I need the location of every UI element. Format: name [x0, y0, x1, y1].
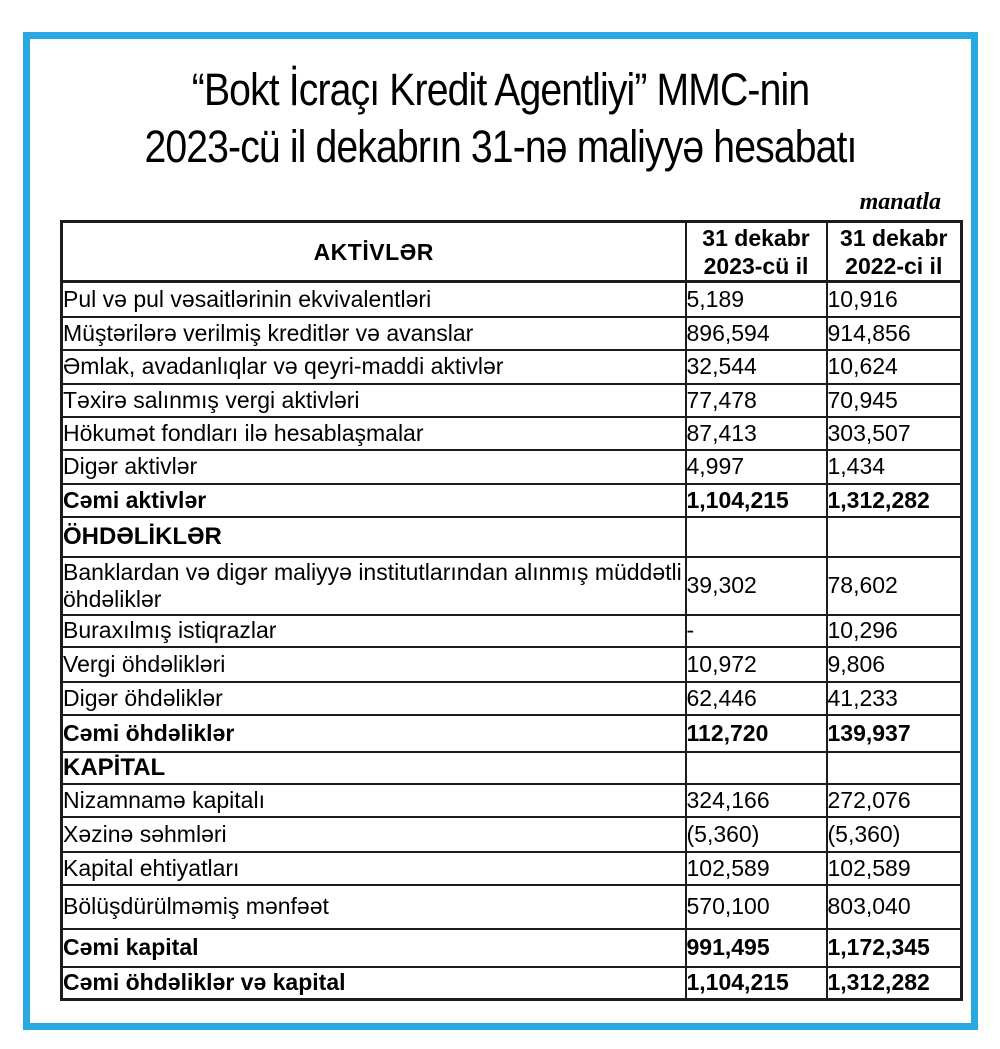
table-row: Müştərilərə verilmiş kreditlər və avansl… — [60, 315, 963, 351]
value-2023-cell: - — [684, 613, 828, 648]
value-2023-cell: 5,189 — [684, 280, 828, 318]
table-row: Digər öhdəliklər 62,446 41,233 — [60, 680, 963, 716]
table-row: Vergi öhdəlikləri 10,972 9,806 — [60, 645, 963, 683]
row-label: Cəmi aktivlər — [60, 482, 687, 518]
row-label: Pul və pul vəsaitlərinin ekvivalentləri — [60, 280, 687, 318]
row-label: Müştərilərə verilmiş kreditlər və avansl… — [60, 315, 687, 351]
row-label: Digər öhdəliklər — [60, 680, 687, 716]
value-2023-cell: (5,360) — [684, 815, 828, 853]
row-label: ÖHDƏLİKLƏR — [60, 515, 687, 558]
report-title-line-1: “Bokt İcraçı Kredit Agentliyi” MMC-nin — [191, 64, 810, 115]
value-2022-cell: 70,945 — [825, 382, 963, 418]
value-2023-cell: 87,413 — [684, 415, 828, 451]
value-2023-cell: 324,166 — [684, 782, 828, 818]
value-2022-cell: 10,916 — [825, 280, 963, 318]
row-label: KAPİTAL — [60, 750, 687, 785]
row-label: Xəzinə səhmləri — [60, 815, 687, 853]
value-2022-cell: 139,937 — [825, 713, 963, 753]
balance-sheet-table: AKTİVLƏR 31 dekabr 2023-cü il 31 dekabr … — [60, 220, 963, 1001]
value-2023-cell: 1,104,215 — [684, 965, 828, 1001]
table-row: Hökumət fondları ilə hesablaşmalar 87,413… — [60, 415, 963, 451]
value-2023-cell: 1,104,215 — [684, 482, 828, 518]
table-row: Təxirə salınmış vergi aktivləri 77,478 70,… — [60, 382, 963, 418]
row-label: Cəmi kapital — [60, 927, 687, 968]
table-row: Digər aktivlər 4,997 1,434 — [60, 448, 963, 485]
value-2022-cell: 1,312,282 — [825, 482, 963, 518]
section-row: KAPİTAL — [60, 750, 963, 785]
value-2023-cell: 570,100 — [684, 883, 828, 930]
value-2023-cell: 102,589 — [684, 850, 828, 886]
row-label: Cəmi öhdəliklər — [60, 713, 687, 753]
value-2023-cell — [684, 515, 828, 558]
value-2022-cell — [825, 515, 963, 558]
table-row: Əmlak, avadanlıqlar və qeyri-maddi aktiv… — [60, 348, 963, 385]
value-2022-cell: 10,296 — [825, 613, 963, 648]
table-row: Bölüşdürülməmiş mənfəət 570,100 803,040 — [60, 883, 963, 930]
table-row: Pul və pul vəsaitlərinin ekvivalentləri 5… — [60, 280, 963, 318]
table-row: Xəzinə səhmləri (5,360) (5,360) — [60, 815, 963, 853]
row-label: Banklardan və digər maliyyə institutları… — [60, 555, 687, 616]
table-row: Kapital ehtiyatları 102,589 102,589 — [60, 850, 963, 886]
value-2023-cell: 39,302 — [684, 555, 828, 616]
total-row: Cəmi öhdəliklər və kapital 1,104,215 1,312… — [60, 965, 963, 1001]
value-2023-cell: 991,495 — [684, 927, 828, 968]
value-2022-cell: (5,360) — [825, 815, 963, 853]
row-label: Əmlak, avadanlıqlar və qeyri-maddi aktiv… — [60, 348, 687, 385]
header-31-dec-2022: 31 dekabr 2022-ci il — [825, 220, 963, 283]
total-row: Cəmi aktivlər 1,104,215 1,312,282 — [60, 482, 963, 518]
currency-note: manatla — [859, 189, 941, 215]
value-2022-cell: 102,589 — [825, 850, 963, 886]
value-2023-cell: 896,594 — [684, 315, 828, 351]
row-label: Cəmi öhdəliklər və kapital — [60, 965, 687, 1001]
table-header-row: AKTİVLƏR 31 dekabr 2023-cü il 31 dekabr … — [60, 220, 963, 283]
row-label: Kapital ehtiyatları — [60, 850, 687, 886]
table-row: Buraxılmış istiqrazlar -10,296 — [60, 613, 963, 648]
page-frame: “Bokt İcraçı Kredit Agentliyi” MMC-nin 2… — [23, 32, 978, 1030]
value-2023-cell: 112,720 — [684, 713, 828, 753]
header-assets: AKTİVLƏR — [60, 220, 687, 283]
row-label: Digər aktivlər — [60, 448, 687, 485]
value-2022-cell — [825, 750, 963, 785]
total-row: Cəmi kapital 991,495 1,172,345 — [60, 927, 963, 968]
report-title: “Bokt İcraçı Kredit Agentliyi” MMC-nin 2… — [30, 61, 971, 175]
value-2023-cell: 77,478 — [684, 382, 828, 418]
value-2022-cell: 9,806 — [825, 645, 963, 683]
value-2022-cell: 914,856 — [825, 315, 963, 351]
value-2023-cell: 10,972 — [684, 645, 828, 683]
value-2022-cell: 303,507 — [825, 415, 963, 451]
value-2022-cell: 803,040 — [825, 883, 963, 930]
report-title-line-2: 2023-cü il dekabrın 31-nə maliyyə hesaba… — [144, 121, 857, 172]
value-2022-cell: 78,602 — [825, 555, 963, 616]
value-2022-cell: 10,624 — [825, 348, 963, 385]
value-2023-cell: 4,997 — [684, 448, 828, 485]
value-2023-cell: 32,544 — [684, 348, 828, 385]
value-2022-cell: 272,076 — [825, 782, 963, 818]
row-label: Təxirə salınmış vergi aktivləri — [60, 382, 687, 418]
row-label: Hökumət fondları ilə hesablaşmalar — [60, 415, 687, 451]
table-row: Banklardan və digər maliyyə institutları… — [60, 555, 963, 616]
section-row: ÖHDƏLİKLƏR — [60, 515, 963, 558]
value-2023-cell: 62,446 — [684, 680, 828, 716]
value-2022-cell: 1,434 — [825, 448, 963, 485]
row-label: Buraxılmış istiqrazlar — [60, 613, 687, 648]
total-row: Cəmi öhdəliklər 112,720 139,937 — [60, 713, 963, 753]
balance-table-body: Pul və pul vəsaitlərinin ekvivalentləri 5… — [60, 280, 963, 1001]
value-2022-cell: 41,233 — [825, 680, 963, 716]
value-2022-cell: 1,172,345 — [825, 927, 963, 968]
row-label: Nizamnamə kapitalı — [60, 782, 687, 818]
row-label: Vergi öhdəlikləri — [60, 645, 687, 683]
header-31-dec-2023: 31 dekabr 2023-cü il — [684, 220, 828, 283]
row-label: Bölüşdürülməmiş mənfəət — [60, 883, 687, 930]
value-2022-cell: 1,312,282 — [825, 965, 963, 1001]
table-row: Nizamnamə kapitalı 324,166 272,076 — [60, 782, 963, 818]
value-2023-cell — [684, 750, 828, 785]
